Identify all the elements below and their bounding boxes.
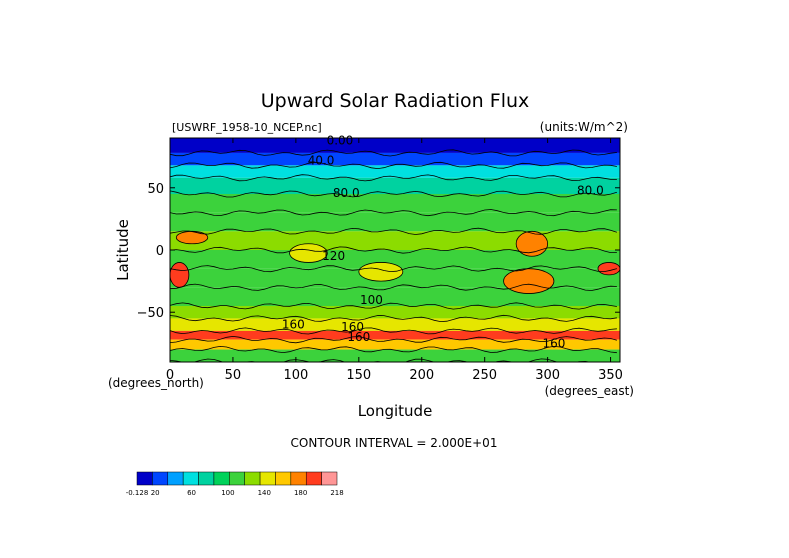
x-unit-note: (degrees_east) [545, 384, 634, 398]
contour-interval-text: CONTOUR INTERVAL = 2.000E+01 [291, 436, 498, 450]
contour-label-3: 80.0 [577, 183, 604, 197]
colorbar-label-0: -0.128 [126, 489, 149, 497]
contour-label-1: 40.0 [308, 153, 335, 167]
x-tick-label-4: 200 [409, 368, 434, 383]
latitude-band-1 [170, 152, 620, 166]
contour-label-4: 120 [322, 249, 345, 263]
contour-line-5 [170, 227, 618, 235]
colorbar-label-3: 60 [187, 489, 196, 497]
latitude-band-12 [170, 330, 620, 340]
contour-lines [170, 149, 618, 362]
colorbar-swatch-2 [167, 471, 184, 486]
x-tick-label-5: 250 [472, 368, 497, 383]
contour-label-2: 80.0 [333, 186, 360, 200]
x-tick-label-0: 0 [166, 368, 174, 383]
contour-line-7 [170, 265, 618, 273]
contour-line-10 [170, 314, 617, 323]
x-tick-label-6: 300 [535, 368, 560, 383]
contour-label-7: 160 [341, 320, 364, 334]
y-tick-label-0: 50 [147, 182, 164, 197]
x-axis: 0 50 100 150 200 250 300 350 [166, 138, 623, 383]
latitude-band-5 [170, 212, 620, 232]
contour-line-0 [170, 149, 617, 157]
y-tick-label-1: 0 [156, 244, 164, 259]
contour-line-9 [170, 302, 617, 310]
x-tick-label-2: 100 [283, 368, 308, 383]
x-tick-label-1: 50 [225, 368, 242, 383]
x-tick-label-7: 350 [598, 368, 623, 383]
contour-fill [170, 138, 620, 362]
latitude-band-2 [170, 165, 620, 178]
contour-line-3 [170, 190, 618, 198]
y-tick-label-2: −50 [137, 306, 164, 321]
units-label: (units:W/m^2) [540, 120, 628, 134]
high-region-2 [289, 243, 328, 263]
latitude-band-4 [170, 194, 620, 213]
colorbar-swatch-1 [152, 471, 169, 486]
latitude-band-13 [170, 339, 620, 350]
colorbar-swatch-5 [213, 471, 230, 486]
high-region-1 [170, 262, 190, 288]
latitude-band-0 [170, 138, 620, 153]
colorbar-swatch-7 [244, 471, 261, 486]
x-axis-label: Longitude [358, 402, 433, 420]
x-tick-label-3: 150 [346, 368, 371, 383]
colorbar-label-9: 180 [294, 489, 307, 497]
contour-line-4 [170, 209, 617, 217]
contour-label-5: 100 [360, 293, 383, 307]
colorbar: -0.128 20 60 100 140 180 218 [126, 471, 344, 497]
colorbar-label-1: 20 [151, 489, 160, 497]
colorbar-swatch-12 [321, 471, 338, 486]
colorbar-swatch-3 [182, 471, 199, 486]
colorbar-label-5: 100 [221, 489, 234, 497]
colorbar-swatch-6 [229, 471, 245, 486]
chart-title: Upward Solar Radiation Flux [261, 90, 530, 112]
colorbar-swatch-4 [198, 471, 215, 486]
contour-line-1 [170, 161, 617, 170]
latitude-band-6 [170, 231, 620, 250]
contour-line-12 [170, 335, 618, 344]
y-axis: 50 0 −50 [137, 182, 620, 321]
contour-label-6: 160 [282, 318, 305, 332]
y-axis-label: Latitude [114, 219, 132, 281]
contour-line-11 [170, 327, 617, 335]
high-region-0 [175, 230, 209, 245]
latitude-band-14 [170, 349, 620, 362]
high-region-4 [503, 268, 555, 294]
colorbar-label-11: 218 [330, 489, 343, 497]
latitude-band-7 [170, 250, 620, 269]
latitude-band-3 [170, 177, 620, 194]
file-label: [USWRF_1958-10_NCEP.nc] [172, 121, 322, 134]
colorbar-swatch-8 [259, 471, 276, 486]
contour-label-8: 160 [347, 330, 370, 344]
contour-line-2 [170, 174, 617, 182]
colorbar-swatch-0 [136, 471, 153, 486]
contour-label-0: 0.00 [327, 133, 354, 147]
contour-line-8 [170, 283, 617, 291]
colorbar-label-7: 140 [258, 489, 271, 497]
contour-line-14 [170, 358, 617, 362]
contour-line-6 [170, 246, 617, 254]
colorbar-swatch-10 [290, 471, 307, 486]
latitude-band-9 [170, 287, 620, 306]
contour-label-9: 160 [542, 336, 565, 350]
high-region-3 [358, 262, 404, 282]
colorbar-swatch-9 [275, 471, 292, 486]
colorbar-swatch-11 [305, 471, 322, 486]
latitude-band-11 [170, 318, 620, 331]
contour-line-13 [170, 345, 617, 354]
y-unit-note: (degrees_north) [108, 376, 204, 390]
